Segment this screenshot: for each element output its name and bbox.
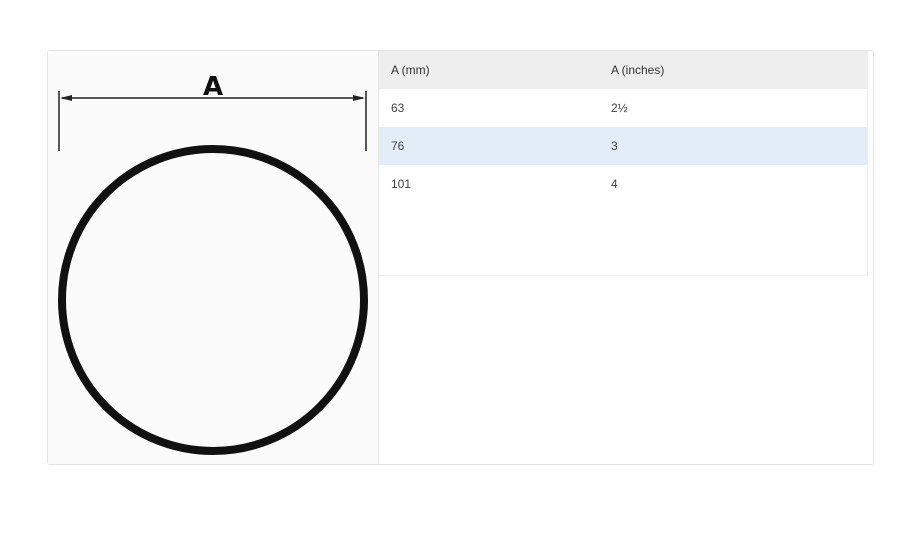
cell-mm: 101 [391,177,412,191]
cell-inches: 4 [611,177,618,191]
product-card: A A (mm) A (inches) 63 2½ 76 3 101 4 [47,50,874,465]
table-row[interactable]: 101 4 [379,165,867,203]
cell-mm: 76 [391,139,405,153]
table-row[interactable]: 63 2½ [379,89,867,127]
dimension-label: A [203,72,223,102]
cell-inches: 3 [611,139,618,153]
size-table: A (mm) A (inches) 63 2½ 76 3 101 4 [379,51,868,276]
right-arrow-icon [353,95,365,101]
header-mm: A (mm) [391,63,430,77]
cell-inches: 2½ [611,101,628,115]
table-row[interactable]: 76 3 [379,127,867,165]
table-header: A (mm) A (inches) [379,51,867,89]
diameter-diagram: A [48,51,379,464]
pipe-circle [58,145,368,455]
cell-mm: 63 [391,101,405,115]
left-arrow-icon [60,95,72,101]
header-inches: A (inches) [611,63,665,77]
circle-diagram-svg: A [58,72,368,455]
